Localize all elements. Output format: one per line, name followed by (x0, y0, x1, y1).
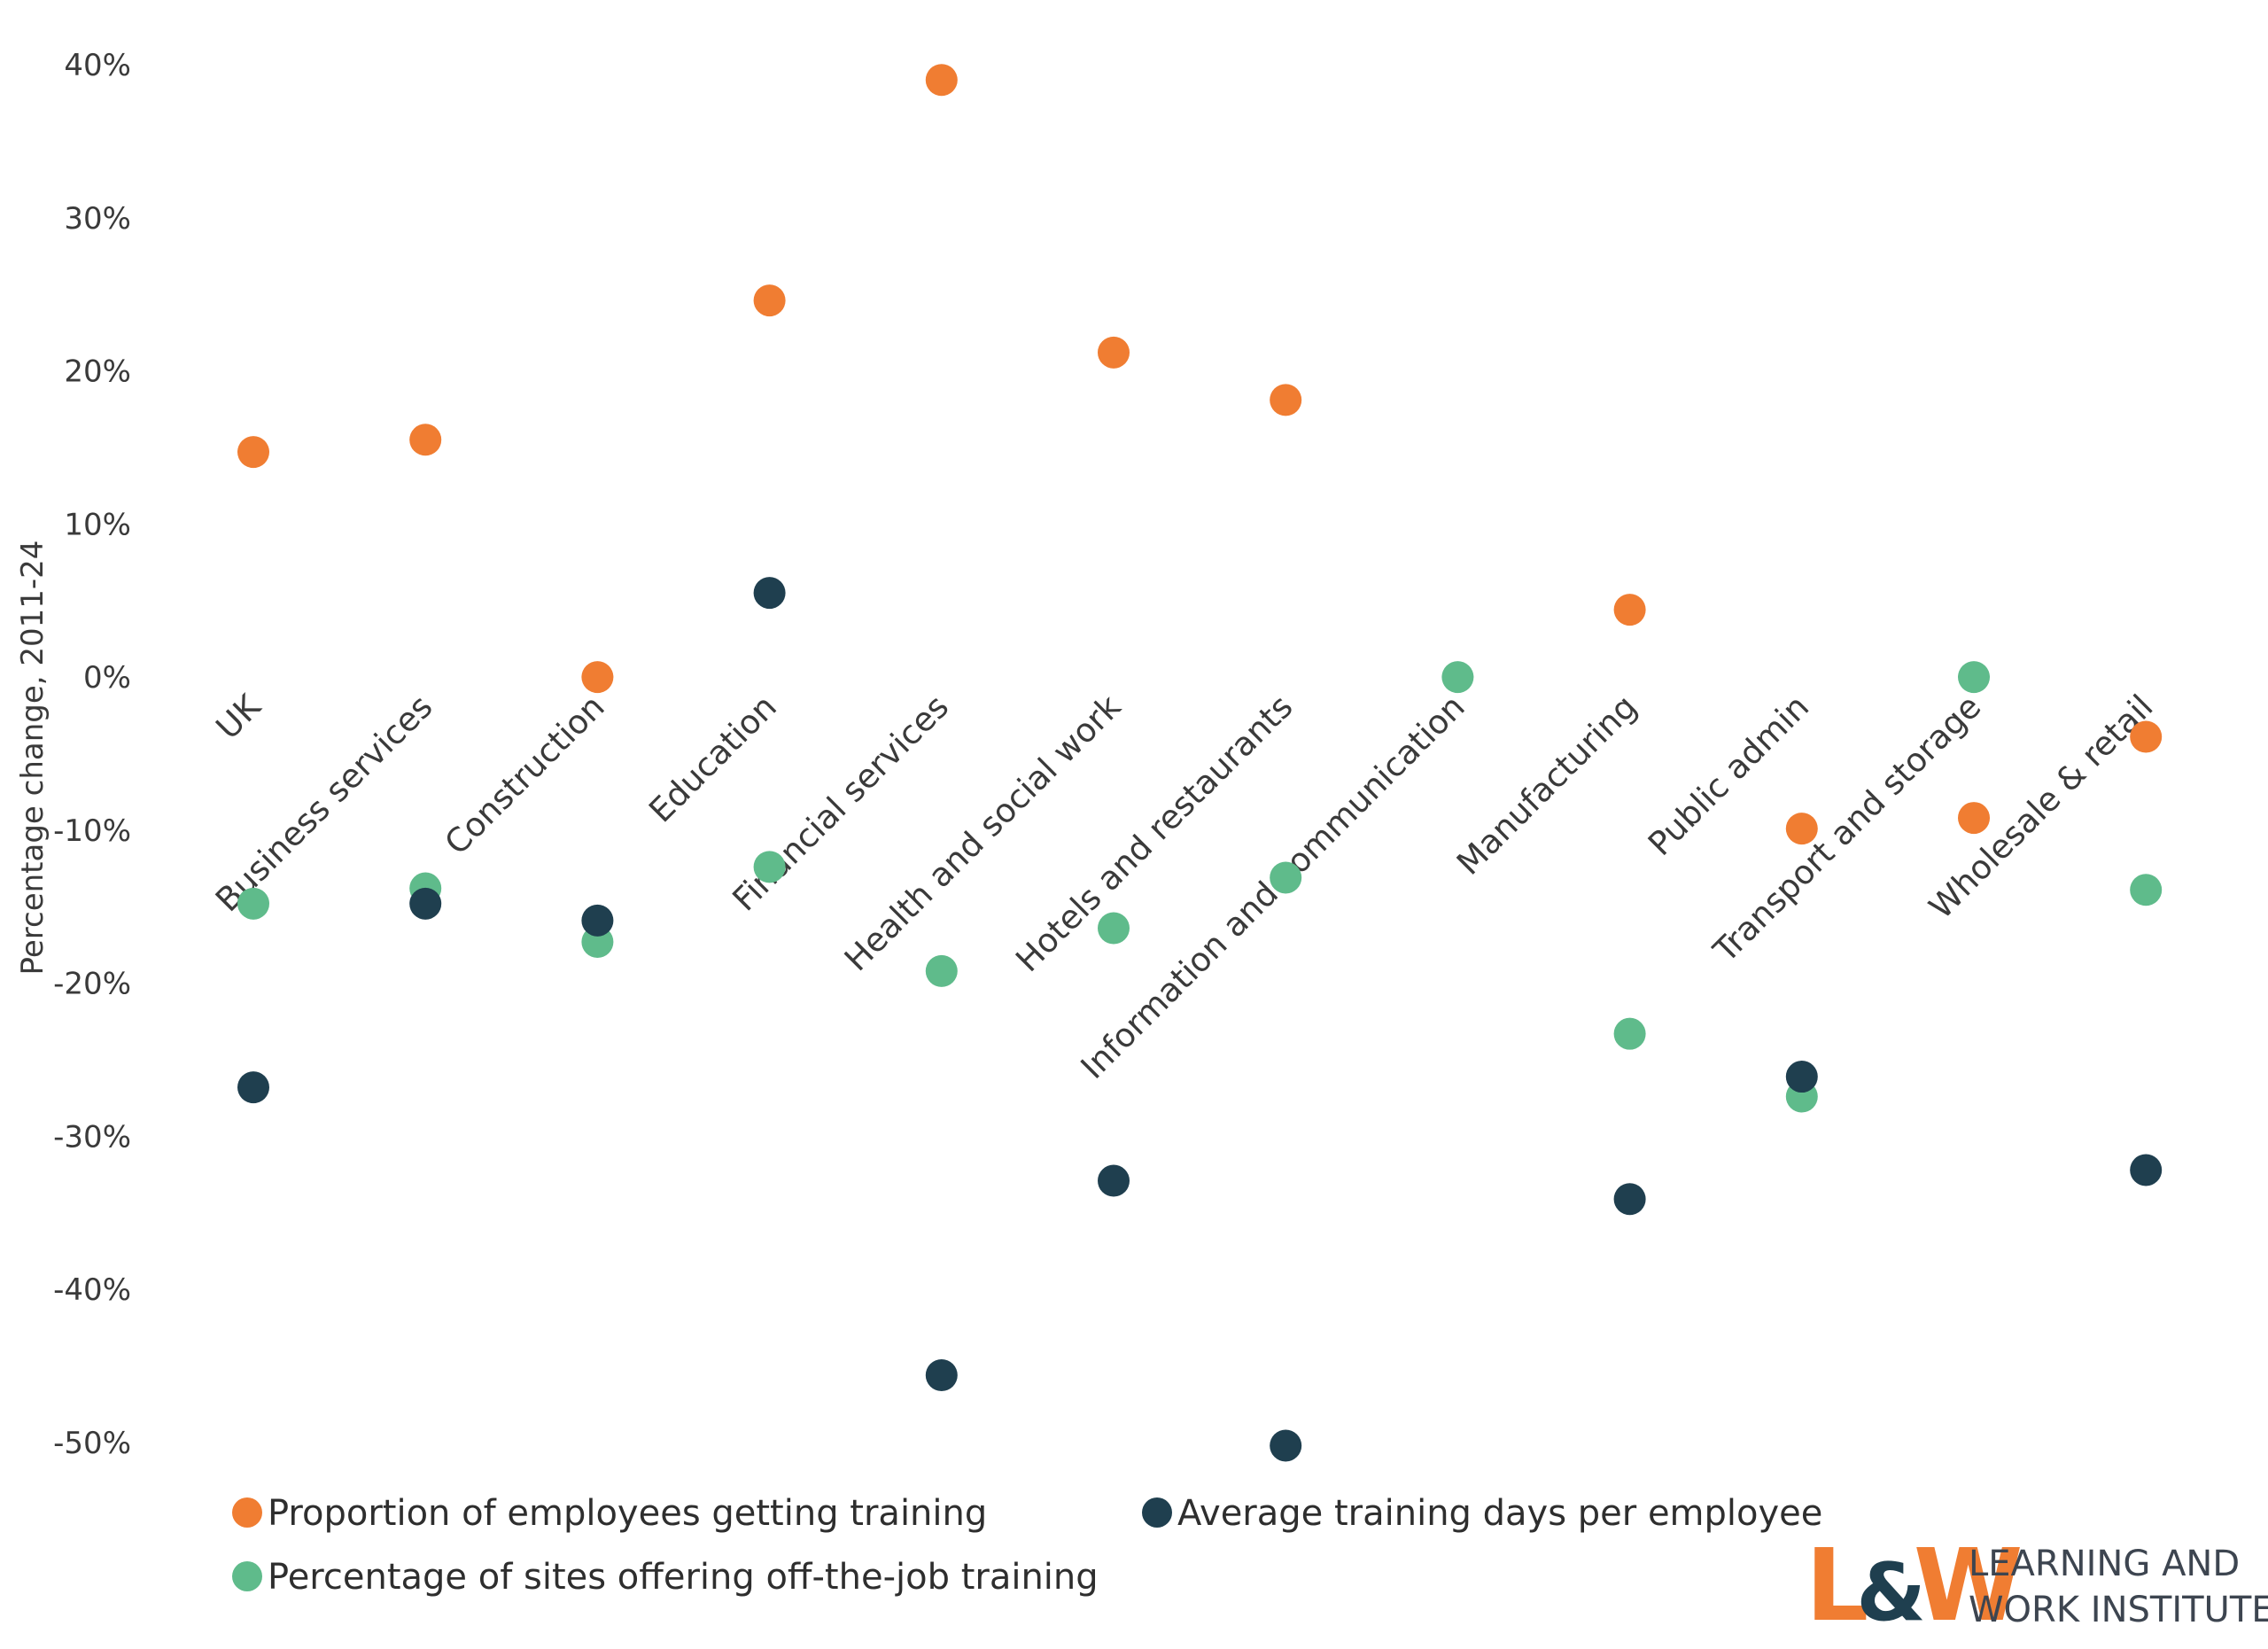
data-point-series-2 (753, 851, 786, 883)
data-point-series-0 (1958, 802, 1990, 835)
y-tick-label: -50% (53, 1426, 131, 1461)
data-point-series-0 (925, 64, 958, 97)
legend-label-off-the-job: Percentage of sites offering off-the-job… (268, 1557, 1099, 1598)
data-point-series-2 (237, 887, 269, 920)
category-label: Health and social work (837, 688, 1129, 979)
data-point-series-2 (1958, 661, 1990, 694)
category-label: Hotels and restaurants (1008, 688, 1300, 979)
data-point-series-1 (925, 1358, 958, 1391)
data-points (237, 64, 2163, 1462)
y-tick-label: -20% (53, 967, 131, 1002)
y-axis-ticks: 40% 30% 20% 10% 0% -10% -20% -30% -40% -50% (53, 48, 131, 1461)
data-point-series-0 (237, 436, 269, 469)
y-axis-label: Percentage change, 2011-24 (15, 541, 50, 976)
legend-marker-off-the-job (232, 1561, 262, 1591)
legend-marker-average-days (1142, 1497, 1172, 1528)
y-tick-label: 10% (64, 507, 131, 542)
data-point-series-1 (1098, 1164, 1130, 1197)
data-point-series-1 (2130, 1154, 2163, 1186)
category-label: Manufacturing (1449, 688, 1644, 883)
data-point-series-0 (581, 661, 614, 694)
y-tick-label: 0% (83, 660, 131, 696)
data-point-series-0 (1098, 336, 1130, 369)
data-point-series-1 (1270, 1429, 1302, 1462)
y-tick-label: -10% (53, 813, 131, 849)
data-point-series-1 (1785, 1061, 1818, 1093)
category-label: Construction (438, 688, 612, 862)
data-point-series-2 (1613, 1017, 1646, 1050)
y-tick-label: 30% (64, 201, 131, 237)
category-label: Education (641, 688, 784, 830)
y-tick-label: 40% (64, 48, 131, 83)
data-point-series-1 (753, 577, 786, 610)
data-point-series-2 (1270, 861, 1302, 894)
y-tick-label: -40% (53, 1272, 131, 1308)
legend: Proportion of employees getting training… (232, 1493, 1822, 1598)
legend-label-proportion: Proportion of employees getting training (268, 1493, 987, 1534)
logo-text-line2: WORK INSTITUTE (1969, 1590, 2268, 1630)
data-point-series-1 (409, 887, 442, 920)
y-tick-label: 20% (64, 354, 131, 390)
data-point-series-0 (753, 284, 786, 317)
data-point-series-0 (1785, 813, 1818, 845)
logo-mark: L&W (1806, 1528, 2023, 1644)
data-point-series-0 (409, 424, 442, 456)
data-point-series-2 (925, 954, 958, 987)
legend-marker-proportion (232, 1497, 262, 1528)
data-point-series-1 (581, 904, 614, 937)
data-point-series-2 (1098, 912, 1130, 945)
learning-and-work-logo: L&W LEARNING AND WORK INSTITUTE (1806, 1528, 2268, 1644)
logo-text-line1: LEARNING AND (1969, 1544, 2240, 1584)
category-label: UK (209, 687, 269, 747)
data-point-series-2 (2130, 874, 2163, 906)
data-point-series-0 (2130, 720, 2163, 753)
y-tick-label: -30% (53, 1119, 131, 1155)
data-point-series-2 (1441, 661, 1474, 694)
data-point-series-1 (237, 1071, 269, 1104)
data-point-series-0 (1270, 384, 1302, 416)
data-point-series-1 (1613, 1183, 1646, 1216)
data-point-series-0 (1613, 594, 1646, 626)
legend-label-average-days: Average training days per employee (1177, 1493, 1822, 1534)
